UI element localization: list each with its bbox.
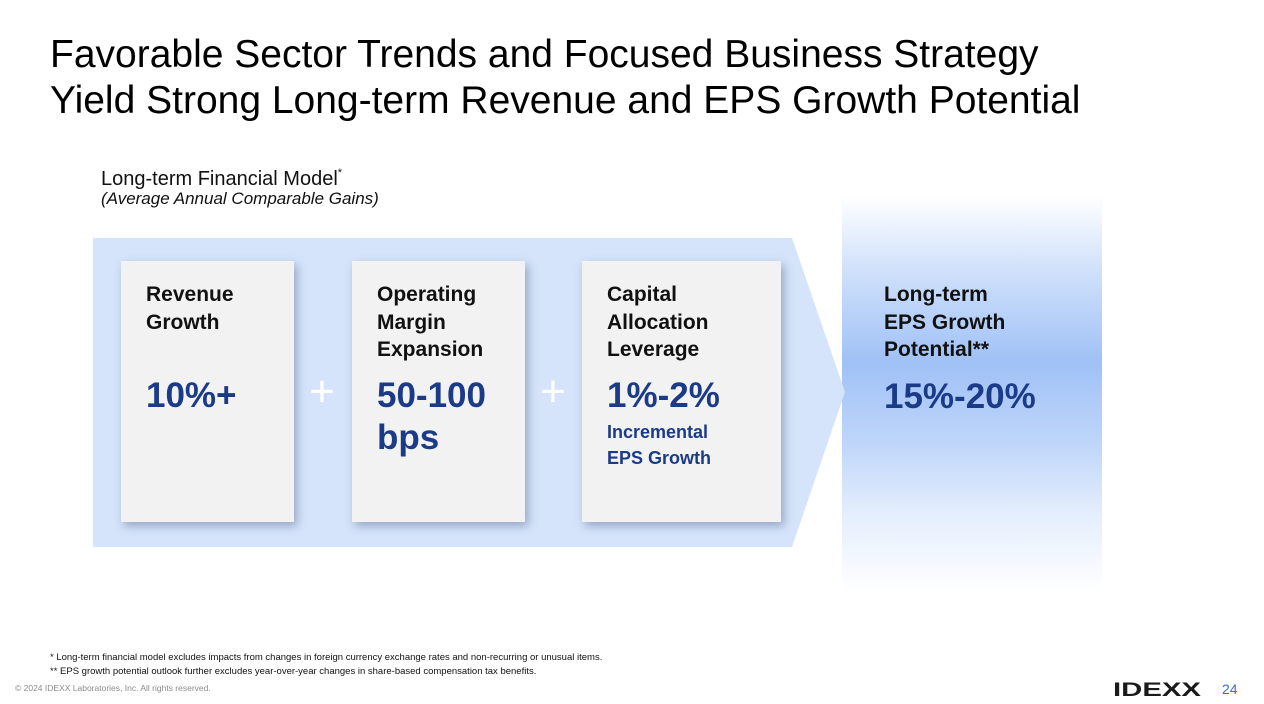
card-value-line: 10%+ <box>146 376 237 415</box>
card-value-line: 1%-2% <box>607 376 720 415</box>
card-label-line: Expansion <box>377 338 484 361</box>
idexx-logo: IDEXX <box>1113 681 1201 697</box>
result-highlight-column <box>842 196 1102 592</box>
result-label-line: EPS Growth <box>884 310 1006 334</box>
model-subheading: (Average Annual Comparable Gains) <box>101 189 379 208</box>
footnote-1: * Long-term financial model excludes imp… <box>50 652 603 663</box>
card-label-line: Operating <box>377 283 477 306</box>
card-value-line: bps <box>377 418 440 457</box>
slide-title: Favorable Sector Trends and Focused Busi… <box>50 32 1230 124</box>
card-label: Revenue Growth <box>146 281 234 336</box>
model-heading-text: Long-term Financial Model <box>101 168 338 190</box>
card-label-line: Capital <box>607 283 678 306</box>
card-value: 1%-2% <box>607 375 720 417</box>
card-note-line: EPS Growth <box>607 447 712 468</box>
card-label-line: Margin <box>377 310 446 334</box>
card-value-line: 50-100 <box>377 376 486 415</box>
result-label-line: Long-term <box>884 283 988 306</box>
footnote-2: ** EPS growth potential outlook further … <box>50 666 537 677</box>
card-note: Incremental EPS Growth <box>607 420 711 471</box>
card-label-line: Revenue <box>146 283 234 306</box>
card-operating-margin-expansion: Operating Margin Expansion 50-100 bps <box>352 261 525 522</box>
plus-operator: + <box>309 367 335 416</box>
page-number: 24 <box>1222 681 1238 697</box>
card-label: Operating Margin Expansion <box>377 281 483 364</box>
result-label: Long-term EPS Growth Potential** <box>884 281 1005 364</box>
copyright-text: © 2024 IDEXX Laboratories, Inc. All righ… <box>15 683 211 693</box>
card-label-line: Allocation <box>607 310 709 334</box>
card-revenue-growth: Revenue Growth 10%+ <box>121 261 294 522</box>
card-label: Capital Allocation Leverage <box>607 281 709 364</box>
title-line-1: Favorable Sector Trends and Focused Busi… <box>50 33 1039 76</box>
title-line-2: Yield Strong Long-term Revenue and EPS G… <box>50 79 1081 122</box>
card-label-line: Growth <box>146 310 220 334</box>
idexx-logo-text: IDEXX <box>1113 681 1201 697</box>
card-label-line: Leverage <box>607 338 700 361</box>
model-heading: Long-term Financial Model* <box>101 160 342 192</box>
result-value: 15%-20% <box>884 377 1036 416</box>
plus-operator: + <box>540 367 566 416</box>
card-value: 50-100 bps <box>377 375 486 459</box>
card-value: 10%+ <box>146 375 237 417</box>
card-capital-allocation-leverage: Capital Allocation Leverage 1%-2% Increm… <box>582 261 781 522</box>
card-note-line: Incremental <box>607 422 709 442</box>
result-label-line: Potential** <box>884 338 990 361</box>
model-heading-marker: * <box>337 167 343 179</box>
